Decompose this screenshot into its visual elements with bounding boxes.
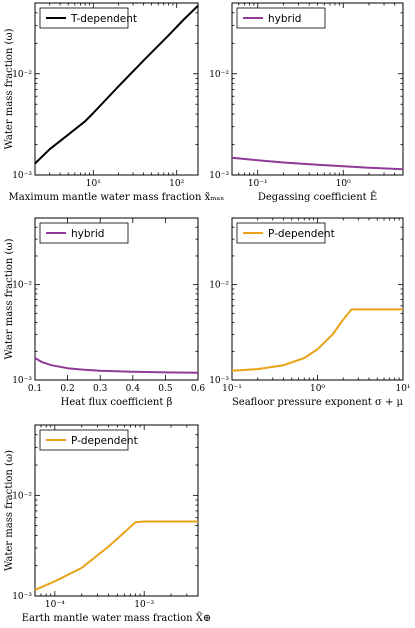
y-tick-label: 10⁻³ (12, 376, 32, 386)
x-axis-label: Heat flux coefficient β (61, 397, 173, 408)
x-tick-label: 0.4 (126, 384, 141, 394)
legend-label: P-dependent (71, 435, 138, 447)
plot-area-frame (34, 2, 199, 176)
plot-area-frame (34, 424, 199, 597)
legend-label: hybrid (268, 13, 301, 25)
y-tick-label: 10⁻² (209, 70, 229, 80)
legend-frame (236, 222, 326, 244)
legend: T-dependent (39, 7, 137, 29)
x-axis-label: Maximum mantle water mass fraction x̃ₘₐₓ (9, 192, 225, 203)
series-line (34, 357, 199, 374)
x-tick-label: 10⁻³ (134, 600, 154, 610)
plot-area-frame (231, 2, 404, 176)
chart-panel-2: 10⁻³ 10⁻² 10⁻¹ 10⁰ hybrid Degassing coefficie… (209, 2, 404, 203)
x-tick-label: 10⁻⁴ (45, 600, 65, 610)
x-axis-label: Degassing coefficient Ẽ (258, 191, 377, 203)
x-tick-label: 0.3 (93, 384, 108, 394)
y-tick-label: 10⁻³ (12, 171, 32, 181)
y-tick-label: 10⁻² (12, 491, 32, 501)
x-tick-label: 10² (169, 179, 184, 189)
chart-panel-3: 10⁻³ 10⁻² 0.1 0.2 0.3 0.4 0.5 0.6 hybrid Heat flu… (4, 217, 206, 408)
x-tick-label: 10⁰ (336, 179, 351, 189)
x-tick-label: 0.1 (28, 384, 42, 394)
x-tick-label: 0.2 (60, 384, 74, 394)
legend-frame (39, 429, 129, 451)
legend-frame (39, 222, 129, 244)
chart-panel-4: 10⁻³ 10⁻² 10⁻¹ 10⁰ 10¹ P-dependent Seafloor pr… (209, 217, 411, 408)
y-tick-label: 10⁻³ (12, 592, 32, 602)
y-axis-label: Water mass fraction (ω) (4, 450, 15, 571)
y-tick-label: 10⁻³ (209, 171, 229, 181)
x-tick-label: 0.6 (191, 384, 206, 394)
y-axis-label: Water mass fraction (ω) (4, 28, 15, 149)
legend: P-dependent (236, 222, 335, 244)
x-tick-label: 10⁻¹ (248, 179, 268, 189)
y-tick-label: 10⁻³ (209, 376, 229, 386)
x-tick-label: 10¹ (86, 179, 101, 189)
y-tick-label: 10⁻² (12, 281, 32, 291)
legend: hybrid (39, 222, 129, 244)
legend: P-dependent (39, 429, 138, 451)
x-tick-label: 10⁻¹ (222, 384, 242, 394)
legend: hybrid (236, 7, 326, 29)
plot-area-frame (34, 217, 199, 381)
y-tick-label: 10⁻² (209, 281, 229, 291)
x-axis-label: Seafloor pressure exponent σ + μ (232, 397, 404, 408)
y-axis-label: Water mass fraction (ω) (4, 238, 15, 359)
series-line (34, 4, 199, 165)
legend-label: P-dependent (268, 228, 335, 240)
legend-label: hybrid (71, 228, 104, 240)
chart-panel-1: 10⁻³ 10⁻² 10¹ 10² T-dependent Maximum mantle … (4, 2, 225, 203)
series-line (34, 520, 198, 591)
legend-label: T-dependent (70, 13, 137, 25)
legend-frame (39, 7, 129, 29)
x-tick-label: 0.5 (158, 384, 173, 394)
series-line (231, 308, 403, 372)
series-line (231, 156, 404, 171)
x-axis-label: Earth mantle water mass fraction X̃⊕ (22, 612, 212, 624)
x-tick-label: 10¹ (395, 384, 410, 394)
x-tick-label: 10⁰ (310, 384, 325, 394)
y-tick-label: 10⁻² (12, 70, 32, 80)
legend-frame (236, 7, 326, 29)
chart-panel-5: 10⁻³ 10⁻² 10⁻⁴ 10⁻³ P-dependent Earth mantle … (4, 424, 212, 624)
